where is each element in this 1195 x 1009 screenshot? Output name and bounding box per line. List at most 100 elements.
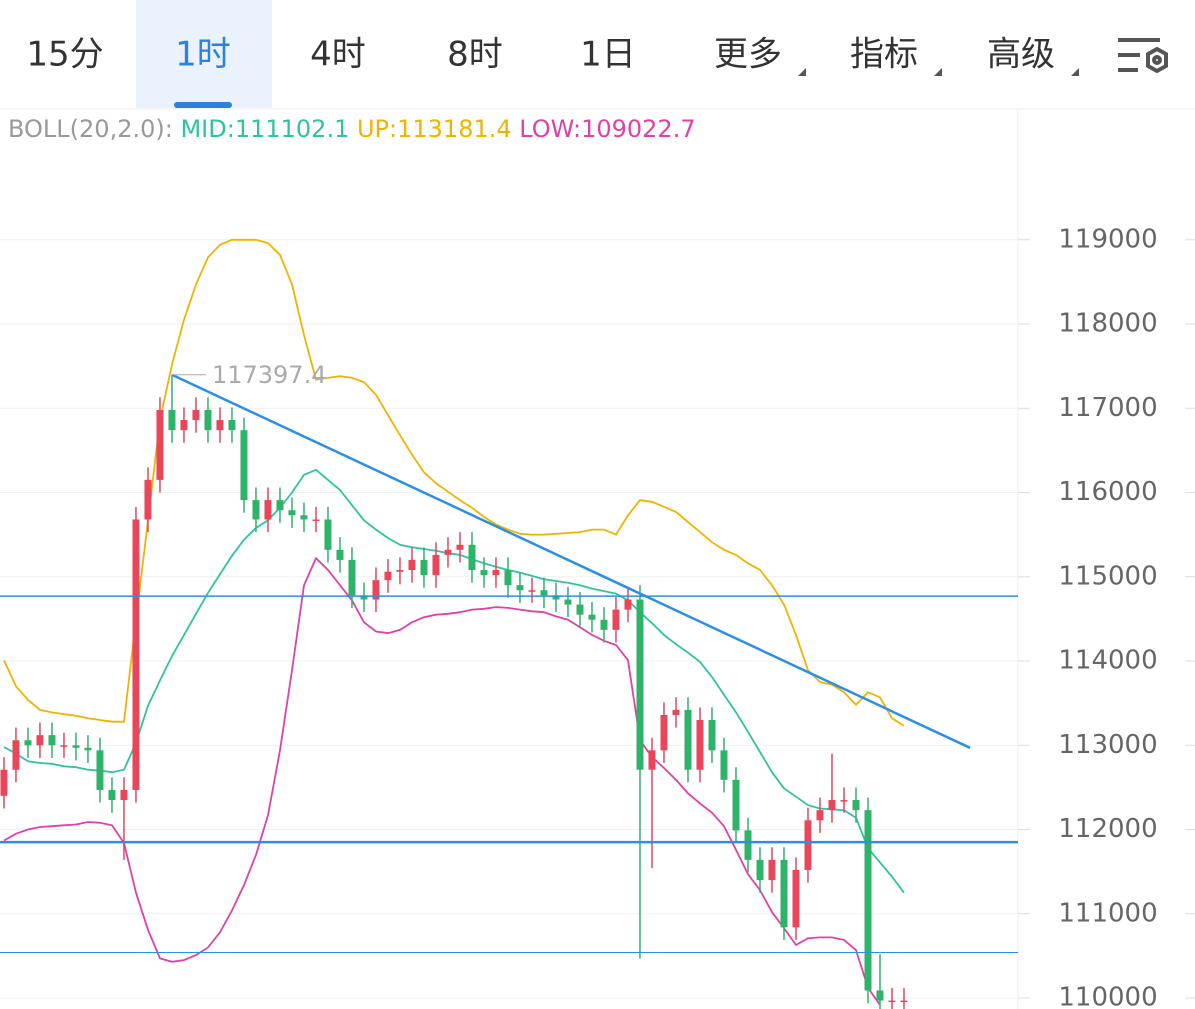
candle-body	[48, 735, 56, 746]
tab[interactable]: 更多	[714, 35, 782, 75]
y-tick-label: 118000	[1058, 309, 1157, 339]
candle-body	[264, 500, 272, 520]
candle-body	[24, 740, 32, 746]
y-tick-label: 111000	[1058, 898, 1157, 928]
dropdown-arrow	[798, 68, 806, 76]
candle-body	[324, 519, 332, 550]
y-tick-label: 119000	[1058, 224, 1157, 254]
candle-body	[780, 859, 788, 928]
indicator-legend: BOLL(20,2.0): MID:111102.1 UP:113181.4 L…	[8, 115, 696, 143]
candle-body	[732, 779, 740, 831]
indicator-value: LOW:109022.7	[519, 115, 695, 143]
candle-body	[156, 409, 164, 480]
candle-body	[792, 869, 800, 928]
candle-body	[384, 571, 392, 581]
candle-body	[132, 519, 140, 790]
candle-body	[372, 580, 380, 600]
candle-body	[540, 590, 548, 596]
candle-body	[468, 544, 476, 571]
dropdown-arrow	[1071, 68, 1079, 76]
candle-body	[144, 479, 152, 520]
candle-body	[240, 430, 248, 501]
trend-line	[171, 373, 971, 749]
candle-body	[528, 590, 536, 592]
candle-body	[876, 990, 884, 1001]
candle-body	[804, 820, 812, 870]
candle-body	[444, 549, 452, 555]
max-label: 117397.4	[212, 361, 327, 389]
candle-body	[192, 409, 200, 421]
candle-body	[168, 409, 176, 431]
candle-body	[276, 500, 284, 511]
y-tick-label: 110000	[1058, 983, 1157, 1009]
tab-underline	[174, 102, 232, 108]
y-tick-label: 114000	[1058, 646, 1157, 676]
candle-body	[84, 747, 92, 751]
candle-body	[12, 740, 20, 770]
indicator-value: MID:111102.1	[180, 115, 349, 143]
y-tick-label: 117000	[1058, 393, 1157, 423]
candle-body	[672, 709, 680, 715]
candle-body	[708, 720, 716, 751]
candle-body	[120, 789, 128, 801]
candle-body	[852, 800, 860, 811]
candle-body	[420, 559, 428, 576]
candle-body	[408, 559, 416, 571]
candle-body	[516, 585, 524, 591]
candle-body	[36, 735, 44, 746]
candle-body	[636, 599, 644, 770]
candle-body	[600, 619, 608, 630]
candle-body	[108, 789, 116, 801]
dropdown-arrow	[934, 68, 942, 76]
candle-body	[480, 570, 488, 576]
candle-body	[0, 769, 8, 796]
candle-body	[684, 709, 692, 770]
candle-body	[72, 745, 80, 748]
candle-body	[900, 1000, 908, 1003]
candle-body	[348, 559, 356, 596]
candle-body	[396, 570, 404, 572]
candle-body	[456, 544, 464, 550]
candle-body	[660, 714, 668, 751]
tab[interactable]: 4时	[310, 35, 366, 75]
candle-body	[720, 750, 728, 780]
candle-body	[228, 420, 236, 431]
candle-body	[756, 859, 764, 881]
settings-icon[interactable]	[1118, 38, 1168, 74]
candle-body	[576, 604, 584, 615]
candle-body	[288, 510, 296, 516]
candle-body	[828, 800, 836, 811]
candle-body	[588, 614, 596, 620]
candle-body	[360, 595, 368, 600]
candle-body	[252, 500, 260, 520]
candle-body	[768, 859, 776, 881]
indicator-value: UP:113181.4	[357, 115, 512, 143]
tab[interactable]: 1时	[175, 35, 231, 75]
candle-body	[648, 750, 656, 770]
tab-selected-bg	[136, 0, 272, 108]
y-tick-label: 115000	[1058, 561, 1157, 591]
tab[interactable]: 高级	[987, 35, 1055, 75]
band-line	[3, 556, 881, 1006]
y-tick-label: 112000	[1058, 814, 1157, 844]
candle-body	[204, 409, 212, 431]
candle-body	[696, 720, 704, 770]
indicator-name: BOLL(20,2.0):	[8, 115, 173, 143]
tab[interactable]: 1日	[580, 35, 636, 75]
candle-body	[312, 519, 320, 521]
y-tick-label: 113000	[1058, 730, 1157, 760]
candle-body	[624, 599, 632, 610]
tab[interactable]: 指标	[850, 35, 918, 75]
candle-body	[504, 570, 512, 586]
candle-body	[492, 570, 500, 576]
candle-body	[60, 745, 68, 747]
tab[interactable]: 8时	[447, 35, 503, 75]
y-tick-label: 116000	[1058, 477, 1157, 507]
band-line	[3, 238, 905, 727]
candle-body	[336, 549, 344, 560]
band-line	[3, 468, 905, 894]
candle-body	[432, 554, 440, 576]
candle-body	[180, 420, 188, 431]
tab[interactable]: 15分	[26, 35, 103, 75]
candle-body	[96, 750, 104, 790]
